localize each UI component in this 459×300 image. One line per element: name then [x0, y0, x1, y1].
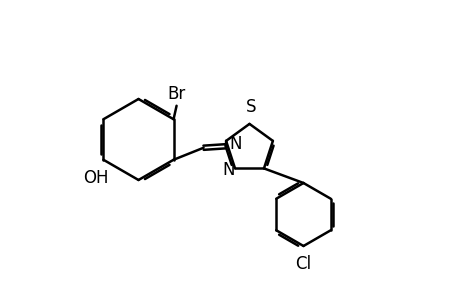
- Text: Br: Br: [167, 85, 185, 103]
- Text: S: S: [245, 98, 256, 116]
- Text: N: N: [229, 135, 241, 153]
- Text: OH: OH: [83, 169, 108, 187]
- Text: Cl: Cl: [295, 255, 311, 273]
- Text: N: N: [222, 161, 234, 179]
